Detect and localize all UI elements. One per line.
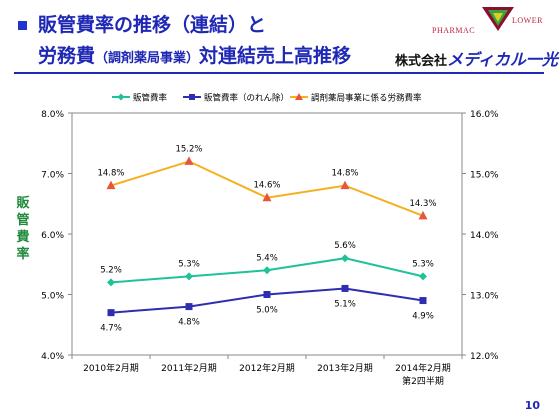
header-divider: [14, 72, 544, 74]
logo-text-right: LOWER: [512, 16, 543, 25]
legend-label-2: 販管費率（のれん除）: [204, 93, 289, 104]
y-right-tick-label: 12.0%: [470, 352, 499, 362]
y-left-tick-label: 8.0%: [41, 110, 64, 120]
data-point-diamond: [107, 278, 115, 287]
data-label: 14.8%: [331, 169, 358, 179]
company-prefix: 株式会社: [395, 54, 448, 69]
flower-logo-icon: [482, 7, 514, 31]
y-left-tick-label: 7.0%: [41, 171, 64, 181]
data-label: 5.1%: [334, 299, 356, 309]
x-tick-label: 2013年2月期: [317, 362, 373, 374]
page-number: 10: [524, 399, 540, 412]
data-label: 4.7%: [100, 324, 122, 334]
data-point-square: [419, 297, 427, 305]
legend-marker-square: [189, 94, 195, 100]
data-point-diamond: [419, 272, 427, 281]
title-line2-part-c: 対連結売上高推移: [199, 45, 352, 67]
data-point-square: [341, 284, 349, 292]
legend-marker-triangle: [295, 93, 303, 100]
x-tick-label: 2014年2月期: [395, 362, 451, 374]
data-point-diamond: [263, 266, 271, 275]
y-right-tick-label: 13.0%: [470, 292, 499, 302]
page-title-line1: 販管費率の推移（連結）と: [38, 14, 267, 36]
y-axis-title-text: 販管費率: [16, 196, 30, 262]
data-label: 4.9%: [412, 312, 434, 322]
data-point-triangle: [106, 180, 116, 190]
data-point-triangle: [184, 156, 194, 165]
data-point-triangle: [418, 210, 428, 220]
data-point-triangle: [340, 180, 350, 190]
data-label: 5.3%: [178, 259, 200, 269]
data-point-square: [185, 303, 193, 311]
company-name: 株式会社メディカル一光: [395, 46, 558, 70]
data-label: 15.2%: [175, 144, 202, 154]
company-brand: メディカル一光: [447, 50, 558, 69]
legend-label-1: 販管費率: [133, 93, 168, 104]
data-point-diamond: [185, 272, 193, 281]
title-line2-part-b: （調剤薬局事業）: [95, 51, 200, 66]
y-right-tick-label: 14.0%: [470, 231, 499, 241]
y-left-tick-label: 5.0%: [41, 292, 64, 302]
data-label: 4.8%: [178, 318, 200, 328]
y-axis-title: 販管費率: [16, 195, 30, 263]
x-tick-label: 2011年2月期: [161, 362, 217, 374]
x-tick-label: 2012年2月期: [239, 362, 295, 374]
data-label: 5.3%: [412, 259, 434, 269]
x-tick-label: 2010年2月期: [83, 362, 139, 374]
legend-label-3: 調剤薬局事業に係る労務費率: [311, 93, 422, 104]
data-label: 14.6%: [253, 181, 280, 191]
data-point-square: [263, 291, 271, 298]
y-left-tick-label: 4.0%: [41, 352, 64, 362]
data-label: 5.4%: [256, 253, 278, 263]
legend-marker-diamond: [117, 93, 125, 101]
data-point-triangle: [262, 192, 272, 202]
plot-area: [71, 112, 463, 356]
data-point-diamond: [341, 254, 349, 263]
data-label: 5.0%: [256, 306, 278, 316]
x-tick-label: 第2四半期: [402, 375, 444, 387]
data-label: 14.8%: [97, 169, 124, 179]
data-label: 5.2%: [100, 265, 122, 275]
data-label: 14.3%: [409, 199, 436, 209]
title-line2-part-a: 労務費: [38, 45, 96, 67]
data-label: 5.6%: [334, 241, 356, 251]
y-left-tick-label: 6.0%: [41, 231, 64, 241]
data-point-square: [107, 309, 115, 317]
page-title-line2: 労務費（調剤薬局事業）対連結売上高推移: [38, 41, 351, 68]
title-bullet: [18, 21, 27, 30]
logo-text-left: PHARMAC: [432, 26, 476, 35]
y-right-tick-label: 15.0%: [470, 171, 499, 181]
y-right-tick-label: 16.0%: [470, 110, 499, 120]
